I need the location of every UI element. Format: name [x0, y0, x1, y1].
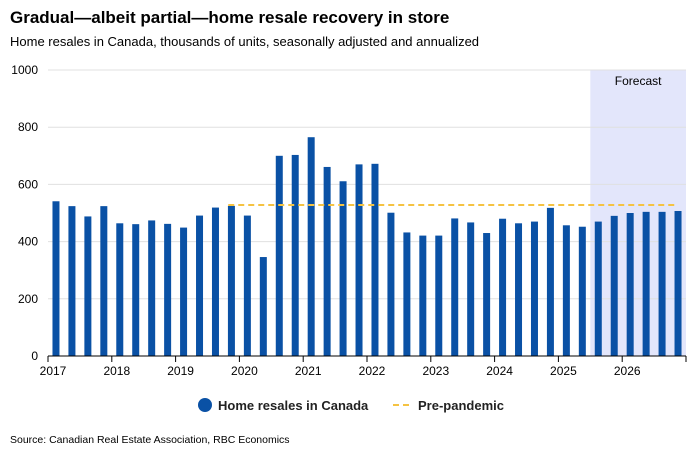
bar — [451, 218, 459, 356]
bar — [196, 215, 204, 356]
y-tick-label: 1000 — [11, 63, 38, 77]
forecast-label: Forecast — [615, 74, 662, 88]
bar — [323, 166, 331, 356]
bar — [164, 223, 172, 356]
bar — [291, 154, 299, 356]
legend-pre-pandemic: Pre-pandemic — [418, 398, 504, 413]
bar — [562, 225, 570, 356]
bar — [515, 223, 523, 356]
bar — [148, 220, 156, 356]
x-tick-label: 2021 — [295, 364, 322, 378]
bar — [52, 201, 60, 356]
bar — [674, 210, 682, 356]
bar — [227, 205, 235, 356]
x-tick-label: 2022 — [359, 364, 386, 378]
bar — [610, 215, 618, 356]
x-tick-label: 2023 — [422, 364, 449, 378]
bar — [658, 211, 666, 356]
x-tick-label: 2019 — [167, 364, 194, 378]
bar — [100, 206, 108, 356]
bar — [642, 211, 650, 356]
x-tick-label: 2017 — [40, 364, 67, 378]
bar — [419, 235, 427, 356]
bar — [84, 216, 92, 356]
bar — [68, 206, 76, 356]
bar — [483, 233, 491, 356]
bar — [116, 223, 124, 356]
bar — [626, 213, 634, 356]
bar — [594, 221, 602, 356]
bar — [307, 137, 315, 356]
bar — [530, 221, 538, 356]
bar — [259, 257, 267, 356]
x-axis: 2017 2018 2019 2020 2021 2022 2023 2024 2025 2026 — [40, 356, 687, 378]
x-tick-label: 2020 — [231, 364, 258, 378]
bar — [435, 235, 443, 356]
bar — [578, 226, 586, 356]
y-tick-label: 600 — [18, 177, 38, 191]
y-tick-label: 800 — [18, 120, 38, 134]
x-tick-label: 2018 — [103, 364, 130, 378]
bar — [371, 163, 379, 356]
bar — [467, 222, 475, 356]
y-tick-label: 400 — [18, 235, 38, 249]
x-tick-label: 2024 — [486, 364, 513, 378]
bar — [180, 227, 188, 356]
x-tick-label: 2025 — [550, 364, 577, 378]
legend-home-resales: Home resales in Canada — [218, 398, 369, 413]
x-tick-label: 2026 — [614, 364, 641, 378]
legend: Home resales in Canada Pre-pandemic — [198, 398, 504, 413]
chart-title: Gradual—albeit partial—home resale recov… — [10, 8, 450, 27]
forecast-region — [590, 70, 686, 356]
bars — [52, 137, 682, 356]
chart-subtitle: Home resales in Canada, thousands of uni… — [10, 34, 480, 49]
bar — [339, 181, 347, 356]
y-tick-label: 0 — [31, 349, 38, 363]
legend-bar-marker — [198, 398, 212, 412]
bar — [243, 215, 251, 356]
y-tick-label: 200 — [18, 292, 38, 306]
source-note: Source: Canadian Real Estate Association… — [10, 434, 290, 446]
y-axis: 0 200 400 600 800 1000 — [11, 63, 38, 363]
bar — [355, 164, 363, 356]
bar — [275, 155, 283, 356]
bar — [387, 212, 395, 356]
bar — [211, 207, 219, 356]
bar — [132, 224, 140, 356]
bar — [499, 218, 507, 356]
bar — [403, 232, 411, 356]
bar — [546, 207, 554, 356]
